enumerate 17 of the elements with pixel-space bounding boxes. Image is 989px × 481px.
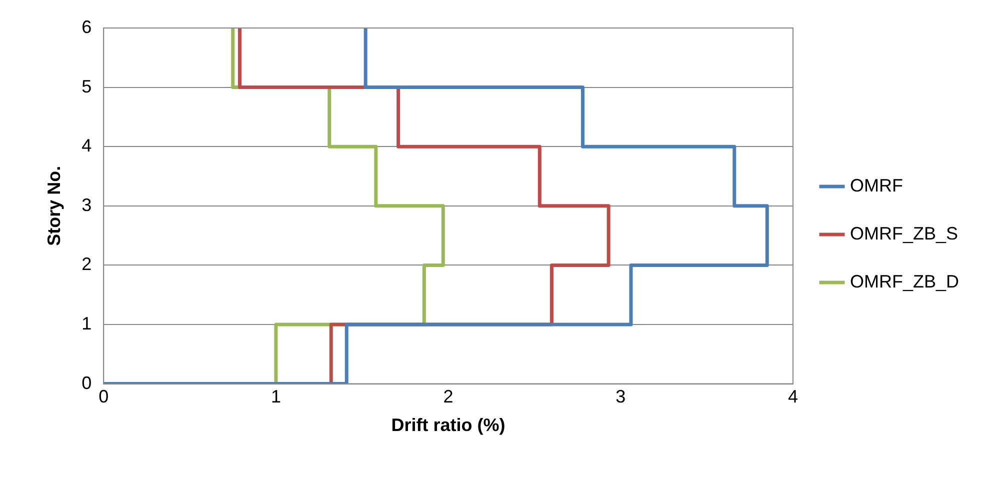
x-tick-label: 4 bbox=[788, 386, 798, 407]
x-tick-label: 2 bbox=[443, 386, 454, 407]
x-tick-label: 0 bbox=[98, 386, 109, 407]
x-tick-label: 3 bbox=[616, 386, 626, 407]
y-tick-label: 2 bbox=[82, 254, 92, 274]
y-axis-title: Story No. bbox=[44, 166, 64, 246]
legend-label: OMRF_ZB_D bbox=[850, 271, 960, 292]
y-tick-label: 6 bbox=[82, 16, 92, 37]
x-axis-title: Drift ratio (%) bbox=[391, 415, 506, 436]
y-tick-label: 5 bbox=[82, 76, 92, 96]
y-tick-label: 0 bbox=[82, 372, 92, 393]
y-tick-label: 4 bbox=[82, 136, 92, 156]
x-tick-label: 1 bbox=[270, 386, 281, 407]
legend-label: OMRF_ZB_S bbox=[850, 223, 958, 244]
legend-label: OMRF bbox=[850, 175, 903, 196]
y-tick-label: 3 bbox=[82, 194, 92, 215]
y-tick-label: 1 bbox=[82, 313, 92, 334]
